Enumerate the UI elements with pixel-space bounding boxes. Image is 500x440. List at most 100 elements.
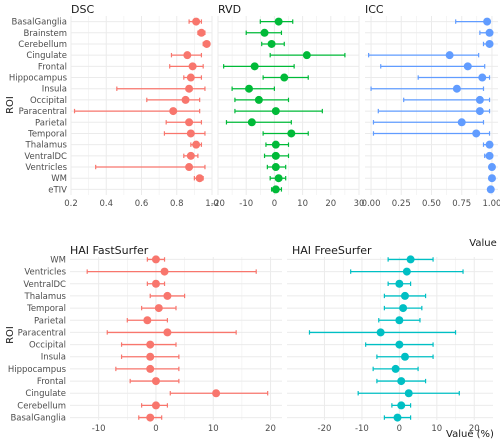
data-point: [169, 107, 178, 116]
data-point: [146, 340, 155, 349]
data-point: [395, 340, 404, 349]
data-point: [202, 39, 211, 48]
data-point: [274, 17, 283, 26]
x-tick-label: 0: [153, 424, 158, 434]
data-point: [186, 73, 195, 82]
data-point: [181, 95, 190, 104]
data-point: [192, 140, 201, 149]
x-tick-label: 0.50: [422, 199, 441, 209]
data-point: [475, 95, 484, 104]
data-point: [245, 84, 254, 93]
data-point: [445, 51, 454, 60]
roi-label: Occipital: [30, 96, 67, 106]
data-point: [399, 304, 408, 313]
roi-label: Insula: [41, 353, 66, 363]
data-point: [195, 174, 204, 183]
x-tick-label: 0.00: [362, 199, 381, 209]
data-point: [452, 84, 461, 93]
data-point: [151, 255, 160, 264]
data-point: [192, 17, 201, 26]
x-tick-label: 20: [325, 199, 336, 209]
roi-label: Temporal: [26, 304, 66, 314]
roi-label: Cingulate: [26, 51, 67, 61]
data-point: [260, 28, 269, 37]
data-point: [185, 163, 194, 172]
data-point: [274, 174, 283, 183]
panel-hai-freesurfer: -20 -10 0 10 20: [287, 255, 493, 434]
data-point: [250, 62, 259, 71]
data-point: [485, 28, 494, 37]
data-point: [402, 267, 411, 276]
roi-label: Thalamus: [24, 292, 67, 302]
data-point: [254, 95, 263, 104]
roi-label: Parietal: [35, 118, 67, 128]
x-tick-label: 20: [265, 424, 276, 434]
roi-label: Cerebellum: [17, 401, 66, 411]
roi-label: Cingulate: [25, 389, 66, 399]
data-point: [186, 129, 195, 138]
y-axis-title-bottom: ROI: [5, 326, 16, 344]
data-point: [146, 352, 155, 361]
x-tick-label: -10: [355, 424, 369, 434]
roi-label: WM: [51, 174, 67, 184]
x-tick-label: 0.4: [99, 199, 113, 209]
panel-dsc: 0.2 0.4 0.6 0.8 1.0 BasalGangliaBrainstemCere…: [9, 16, 219, 209]
data-point: [151, 279, 160, 288]
data-point: [163, 291, 172, 300]
panel-hai-fastsurfer: -10 0 10 20 WM Ventricles VentralDC Thalamus Tem…: [8, 255, 282, 434]
data-point: [485, 140, 494, 149]
data-point: [212, 389, 221, 398]
data-point: [146, 413, 155, 422]
data-point: [395, 316, 404, 325]
roi-label: Frontal: [38, 62, 67, 72]
x-tick-label: 0.75: [452, 199, 471, 209]
data-point: [397, 377, 406, 386]
roi-label: Temporal: [27, 129, 67, 139]
x-tick-label: 10: [297, 199, 308, 209]
x-tick-label: -10: [92, 424, 106, 434]
data-point: [393, 413, 402, 422]
data-point: [406, 255, 415, 264]
roi-label: Parietal: [34, 316, 66, 326]
panel-title-hai-freesurfer: HAI FreeSurfer: [292, 244, 372, 257]
roi-label: BasalGanglia: [10, 414, 66, 424]
y-axis-title-top: ROI: [5, 96, 16, 114]
roi-label: Ventricles: [25, 163, 67, 173]
roi-label: Paracentral: [18, 328, 66, 338]
x-tick-label: 0.8: [170, 199, 184, 209]
x-tick-label: 10: [431, 424, 442, 434]
data-point: [287, 129, 296, 138]
data-point: [463, 62, 472, 71]
data-point: [197, 28, 206, 37]
data-point: [271, 185, 280, 194]
data-point: [186, 151, 195, 160]
data-point: [188, 62, 197, 71]
data-point: [376, 328, 385, 337]
data-point: [271, 107, 280, 116]
panel-title-icc: ICC: [365, 3, 384, 16]
data-point: [391, 364, 400, 373]
panel-background: [287, 257, 493, 420]
x-tick-label: 0: [272, 199, 277, 209]
data-point: [267, 39, 276, 48]
panel-background: [70, 257, 282, 420]
data-point: [143, 316, 152, 325]
data-point: [486, 185, 495, 194]
x-tick-label: 0.6: [135, 199, 149, 209]
data-point: [183, 51, 192, 60]
x-tick-label: -20: [211, 199, 225, 209]
data-point: [271, 151, 280, 160]
x-tick-label: 1.00: [482, 199, 500, 209]
x-axis-title-bottom: Value (%): [446, 429, 494, 440]
x-tick-label: 20: [469, 424, 480, 434]
roi-label: Thalamus: [25, 141, 68, 151]
x-tick-label: 0.25: [392, 199, 411, 209]
data-point: [146, 364, 155, 373]
data-point: [395, 279, 404, 288]
data-point: [154, 304, 163, 313]
data-point: [163, 328, 172, 337]
roi-label: eTIV: [48, 185, 67, 195]
data-point: [457, 118, 466, 127]
data-point: [247, 118, 256, 127]
